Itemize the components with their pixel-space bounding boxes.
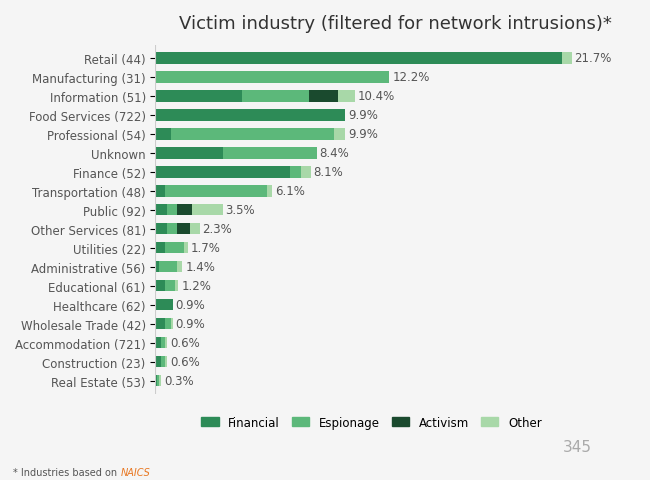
Text: 345: 345 xyxy=(562,439,592,454)
Bar xyxy=(177,262,183,273)
Text: 0.3%: 0.3% xyxy=(164,374,194,387)
Bar xyxy=(161,356,165,368)
Text: 1.2%: 1.2% xyxy=(181,280,211,293)
Bar xyxy=(184,242,188,254)
Text: 10.4%: 10.4% xyxy=(358,90,395,103)
Bar xyxy=(192,204,222,216)
Bar xyxy=(155,262,159,273)
Text: 0.9%: 0.9% xyxy=(176,317,205,331)
Bar xyxy=(165,318,171,330)
Text: 1.7%: 1.7% xyxy=(191,242,221,255)
Bar xyxy=(165,280,175,292)
Bar xyxy=(301,167,311,178)
Bar xyxy=(165,242,184,254)
Text: 12.2%: 12.2% xyxy=(393,72,430,84)
Bar xyxy=(155,300,173,311)
Bar xyxy=(161,337,165,348)
Legend: Financial, Espionage, Activism, Other: Financial, Espionage, Activism, Other xyxy=(196,411,547,433)
Text: 3.5%: 3.5% xyxy=(226,204,255,217)
Bar xyxy=(155,91,242,102)
Bar xyxy=(155,53,562,64)
Text: 6.1%: 6.1% xyxy=(276,185,305,198)
Text: 1.4%: 1.4% xyxy=(185,261,215,274)
Bar xyxy=(167,204,177,216)
Bar xyxy=(155,224,167,235)
Title: Victim industry (filtered for network intrusions)*: Victim industry (filtered for network in… xyxy=(179,15,612,33)
Text: 0.9%: 0.9% xyxy=(176,299,205,312)
Text: * Industries based on: * Industries based on xyxy=(13,467,120,477)
Bar xyxy=(155,129,171,140)
Bar xyxy=(171,318,173,330)
Text: 0.6%: 0.6% xyxy=(170,336,200,349)
Bar xyxy=(155,356,161,368)
Bar xyxy=(290,167,301,178)
Bar xyxy=(334,129,345,140)
Bar xyxy=(167,224,177,235)
Bar xyxy=(159,375,161,386)
Text: 8.4%: 8.4% xyxy=(319,147,349,160)
Bar xyxy=(338,91,355,102)
Text: NAICS: NAICS xyxy=(120,467,150,477)
Bar xyxy=(165,337,167,348)
Bar xyxy=(157,375,159,386)
Bar xyxy=(155,318,165,330)
Bar xyxy=(175,280,179,292)
Bar xyxy=(155,375,157,386)
Bar xyxy=(222,148,317,159)
Bar xyxy=(309,91,338,102)
Text: 2.3%: 2.3% xyxy=(202,223,232,236)
Bar xyxy=(155,110,345,121)
Bar xyxy=(155,72,389,84)
Bar xyxy=(177,224,190,235)
Bar xyxy=(155,242,165,254)
Text: 9.9%: 9.9% xyxy=(348,128,378,141)
Text: 0.6%: 0.6% xyxy=(170,355,200,368)
Bar xyxy=(155,280,165,292)
Bar xyxy=(155,148,222,159)
Bar xyxy=(190,224,200,235)
Bar xyxy=(177,204,192,216)
Text: 21.7%: 21.7% xyxy=(575,52,612,65)
Bar xyxy=(155,337,161,348)
Bar xyxy=(242,91,309,102)
Bar xyxy=(159,262,177,273)
Text: 9.9%: 9.9% xyxy=(348,109,378,122)
Bar xyxy=(171,129,334,140)
Bar xyxy=(155,204,167,216)
Bar xyxy=(562,53,572,64)
Bar xyxy=(155,167,290,178)
Bar xyxy=(266,186,272,197)
Bar xyxy=(165,356,167,368)
Bar xyxy=(165,186,266,197)
Bar xyxy=(155,186,165,197)
Text: 8.1%: 8.1% xyxy=(314,166,343,179)
